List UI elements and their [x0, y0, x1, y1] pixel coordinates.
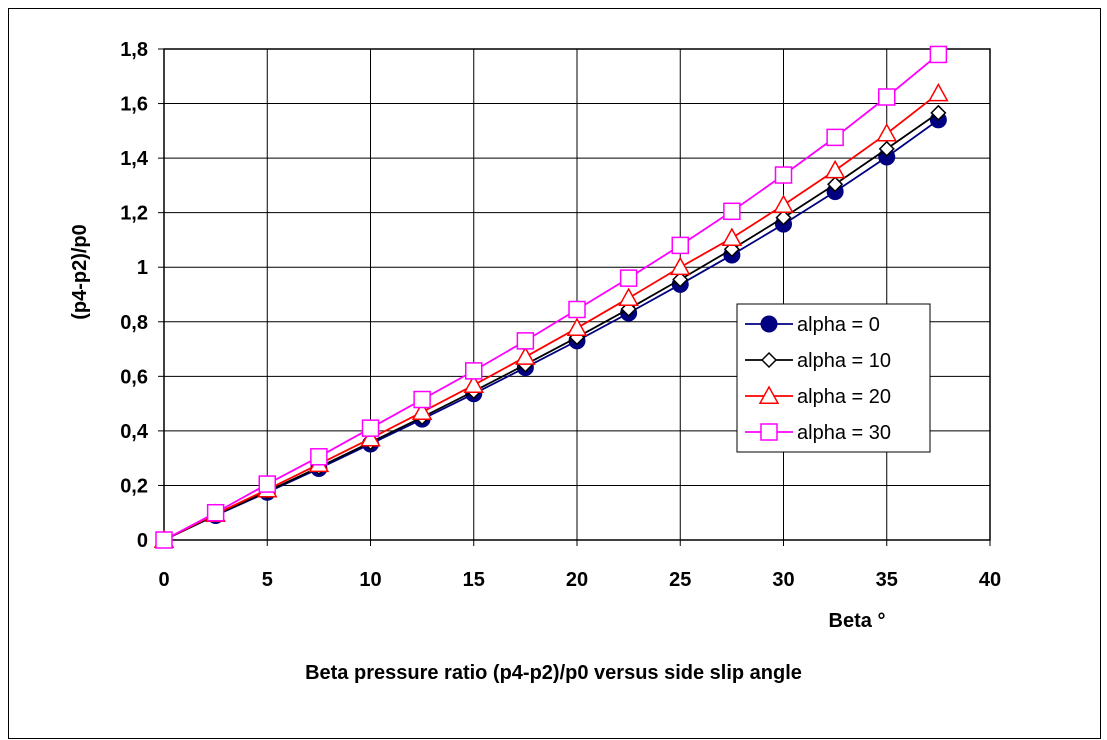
legend-label: alpha = 10: [797, 350, 891, 372]
legend-marker: [761, 316, 777, 332]
x-tick-label: 35: [876, 569, 898, 591]
data-point: [879, 89, 895, 105]
x-tick-label: 25: [669, 569, 691, 591]
chart-title: Beta pressure ratio (p4-p2)/p0 versus si…: [0, 662, 1107, 685]
legend-label: alpha = 0: [797, 314, 880, 336]
y-tick-label: 1,4: [120, 148, 149, 170]
legend-marker: [761, 424, 777, 440]
data-point: [672, 237, 688, 253]
x-tick-label: 10: [359, 569, 381, 591]
data-point: [621, 270, 637, 286]
y-tick-label: 0,6: [120, 366, 148, 388]
data-point: [259, 476, 275, 492]
y-tick-label: 1,6: [120, 94, 148, 116]
data-point: [827, 129, 843, 145]
y-tick-label: 0,2: [120, 475, 148, 497]
legend-item: alpha = 30: [745, 422, 891, 444]
x-tick-label: 15: [463, 569, 485, 591]
data-point: [311, 449, 327, 465]
data-point: [466, 363, 482, 379]
x-tick-label: 30: [772, 569, 794, 591]
y-tick-label: 1,8: [120, 39, 148, 61]
x-tick-label: 40: [979, 569, 1001, 591]
x-tick-label: 5: [262, 569, 273, 591]
data-point: [569, 302, 585, 318]
data-point: [414, 392, 430, 408]
y-axis-label: (p4-p2)/p0: [69, 224, 91, 320]
data-point: [517, 333, 533, 349]
y-tick-label: 0,8: [120, 312, 148, 334]
legend-label: alpha = 20: [797, 386, 891, 408]
x-tick-label: 20: [566, 569, 588, 591]
y-tick-label: 0: [137, 530, 148, 552]
data-point: [363, 420, 379, 436]
legend: alpha = 0 alpha = 10 alpha = 20 alpha = 30: [737, 304, 930, 452]
x-tick-label: 0: [158, 569, 169, 591]
y-tick-label: 0,4: [120, 421, 149, 443]
legend-label: alpha = 30: [797, 422, 891, 444]
data-point: [156, 532, 172, 548]
y-tick-label: 1: [137, 257, 148, 279]
data-point: [724, 203, 740, 219]
data-point: [930, 46, 946, 62]
data-point: [776, 167, 792, 183]
x-axis-label: Beta °: [829, 610, 886, 632]
data-point: [208, 505, 224, 521]
y-tick-label: 1,2: [120, 203, 148, 225]
